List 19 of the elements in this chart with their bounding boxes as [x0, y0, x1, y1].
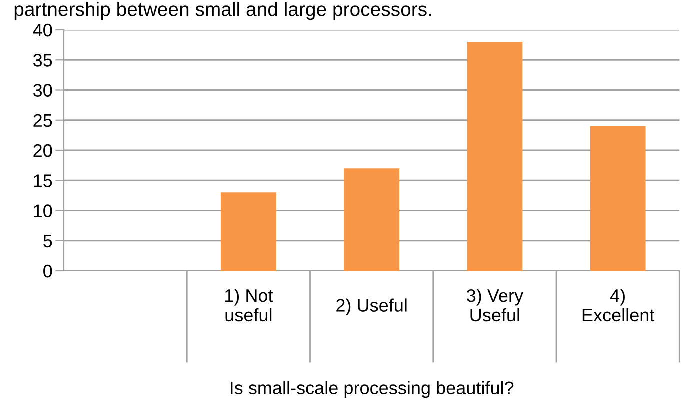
y-tick-label: 20 — [34, 144, 52, 158]
y-tick-label: 35 — [33, 54, 52, 67]
x-tick-label: 2) Useful — [336, 298, 407, 316]
x-tick-label: 4) Excellent — [582, 288, 655, 322]
bar — [220, 192, 276, 271]
bar — [344, 168, 400, 271]
y-tick-label: 0 — [44, 264, 52, 278]
y-tick-label: 25 — [34, 114, 52, 128]
y-tick-label: 15 — [34, 174, 52, 188]
y-tick-label: 30 — [33, 84, 52, 97]
y-tick-label: 40 — [33, 24, 52, 37]
x-tick-label: 3) Very Useful — [467, 288, 524, 322]
bar — [467, 42, 523, 271]
x-tick-label: 1) Not useful — [225, 288, 274, 322]
y-tick-label: 10 — [34, 204, 52, 218]
x-axis-title: Is small-scale processing beautiful? — [230, 381, 514, 398]
chart-title: partnership between small and large processors. — [14, 2, 432, 20]
bar — [590, 126, 646, 271]
y-tick-label: 5 — [44, 234, 52, 248]
